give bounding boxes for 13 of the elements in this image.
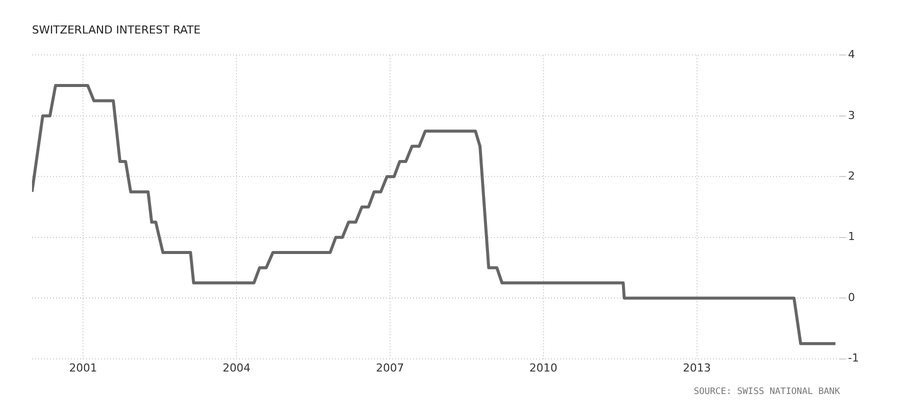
x-tick-label: 2001 (69, 361, 98, 374)
y-tick-label: 4 (848, 48, 856, 62)
y-tick-label: 3 (848, 108, 856, 122)
y-tick-label: -1 (848, 352, 859, 365)
x-tick-label: 2004 (222, 361, 251, 374)
y-tick-label: 1 (848, 230, 856, 244)
source-note: SOURCE: SWISS NATIONAL BANK (694, 386, 841, 397)
chart-title: SWITZERLAND INTEREST RATE (32, 23, 201, 36)
y-tick-label: 0 (848, 290, 856, 304)
y-tick-label: 2 (848, 170, 856, 182)
x-tick-label: 2007 (376, 361, 404, 374)
x-tick-label: 2010 (529, 361, 558, 374)
x-tick-label: 2013 (682, 361, 711, 374)
